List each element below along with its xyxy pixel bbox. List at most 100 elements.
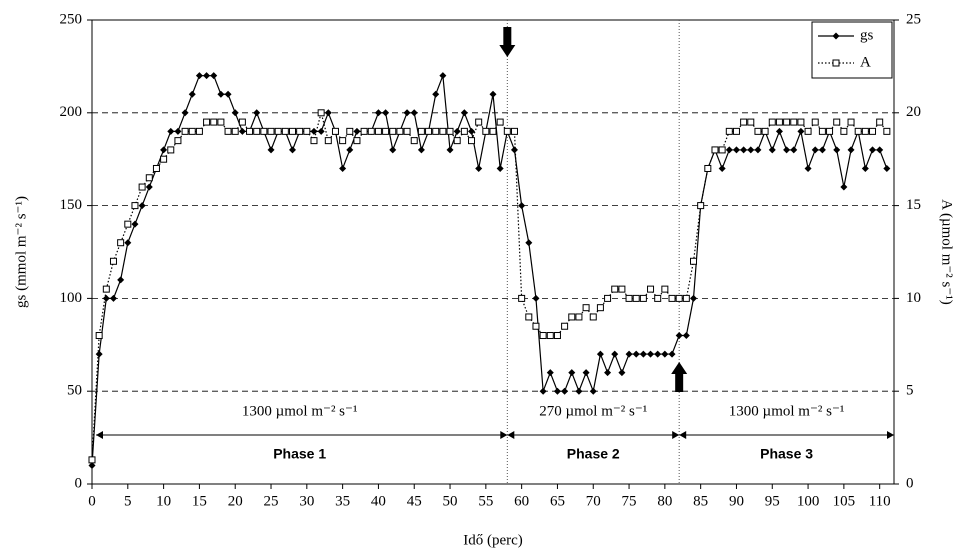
x-tick-label: 100 — [797, 493, 820, 509]
point — [353, 127, 361, 135]
y-tick-label: 50 — [67, 383, 82, 399]
point — [131, 220, 139, 228]
x-tick-label: 0 — [88, 493, 96, 509]
point — [725, 127, 733, 135]
point — [740, 118, 748, 126]
point — [382, 109, 390, 117]
x-axis-title: Idő (perc) — [463, 532, 523, 548]
point — [826, 127, 834, 135]
point — [747, 118, 755, 126]
point — [883, 164, 891, 172]
point — [346, 146, 354, 154]
point — [124, 220, 132, 228]
point — [160, 146, 168, 154]
point — [718, 146, 726, 154]
point — [367, 127, 375, 135]
y2-tick-label: 0 — [906, 475, 914, 491]
point — [267, 127, 275, 135]
point — [876, 146, 884, 154]
point — [281, 127, 289, 135]
point — [575, 387, 583, 395]
point — [539, 332, 547, 340]
point — [174, 137, 182, 145]
y-axis-title: gs (mmol m⁻² s⁻¹) — [13, 196, 29, 308]
point — [797, 127, 805, 135]
point — [582, 304, 590, 312]
point — [152, 164, 160, 172]
point — [647, 350, 655, 358]
point — [167, 127, 175, 135]
point — [475, 118, 483, 126]
point — [145, 174, 153, 182]
point — [840, 183, 848, 191]
point — [740, 146, 748, 154]
point — [188, 90, 196, 98]
point — [546, 369, 554, 377]
point — [410, 109, 418, 117]
point — [188, 127, 196, 135]
point — [532, 322, 540, 330]
point — [324, 109, 332, 117]
point — [883, 127, 891, 135]
point — [396, 127, 404, 135]
point — [102, 294, 110, 302]
arrow-head — [500, 431, 508, 439]
point — [639, 350, 647, 358]
point — [704, 164, 712, 172]
x-tick-label: 30 — [299, 493, 314, 509]
point — [861, 164, 869, 172]
point — [847, 146, 855, 154]
point — [833, 118, 841, 126]
x-tick-label: 110 — [869, 493, 891, 509]
point — [374, 109, 382, 117]
point — [783, 146, 791, 154]
point — [224, 90, 232, 98]
point — [596, 304, 604, 312]
point — [818, 146, 826, 154]
point — [611, 350, 619, 358]
point — [718, 164, 726, 172]
point — [682, 294, 690, 302]
point — [632, 350, 640, 358]
point — [625, 294, 633, 302]
x-tick-label: 70 — [586, 493, 601, 509]
x-tick-label: 55 — [478, 493, 493, 509]
point — [210, 118, 218, 126]
phase-label: Phase 3 — [760, 446, 813, 462]
point — [217, 90, 225, 98]
point — [203, 118, 211, 126]
point — [518, 202, 526, 210]
x-tick-label: 45 — [407, 493, 422, 509]
point — [553, 332, 561, 340]
point — [668, 294, 676, 302]
arrow-head — [672, 431, 680, 439]
point — [260, 127, 268, 135]
x-tick-label: 35 — [335, 493, 350, 509]
point — [353, 137, 361, 145]
point — [861, 127, 869, 135]
point — [117, 276, 125, 284]
point — [195, 72, 203, 80]
x-tick-label: 25 — [264, 493, 279, 509]
phase-light: 270 µmol m⁻² s⁻¹ — [539, 403, 647, 419]
point — [876, 118, 884, 126]
point — [754, 127, 762, 135]
point — [439, 127, 447, 135]
y2-tick-label: 20 — [906, 104, 921, 120]
point — [489, 90, 497, 98]
point — [611, 285, 619, 293]
x-tick-label: 5 — [124, 493, 132, 509]
y-tick-label: 150 — [60, 197, 83, 213]
point — [109, 294, 117, 302]
phase-label: Phase 2 — [567, 446, 620, 462]
light-down-arrow — [499, 27, 516, 57]
point — [661, 285, 669, 293]
point — [88, 456, 96, 464]
point — [296, 127, 304, 135]
point — [553, 387, 561, 395]
point — [518, 294, 526, 302]
point — [675, 332, 683, 340]
point — [568, 313, 576, 321]
point — [532, 294, 540, 302]
legend-label: A — [860, 54, 871, 70]
